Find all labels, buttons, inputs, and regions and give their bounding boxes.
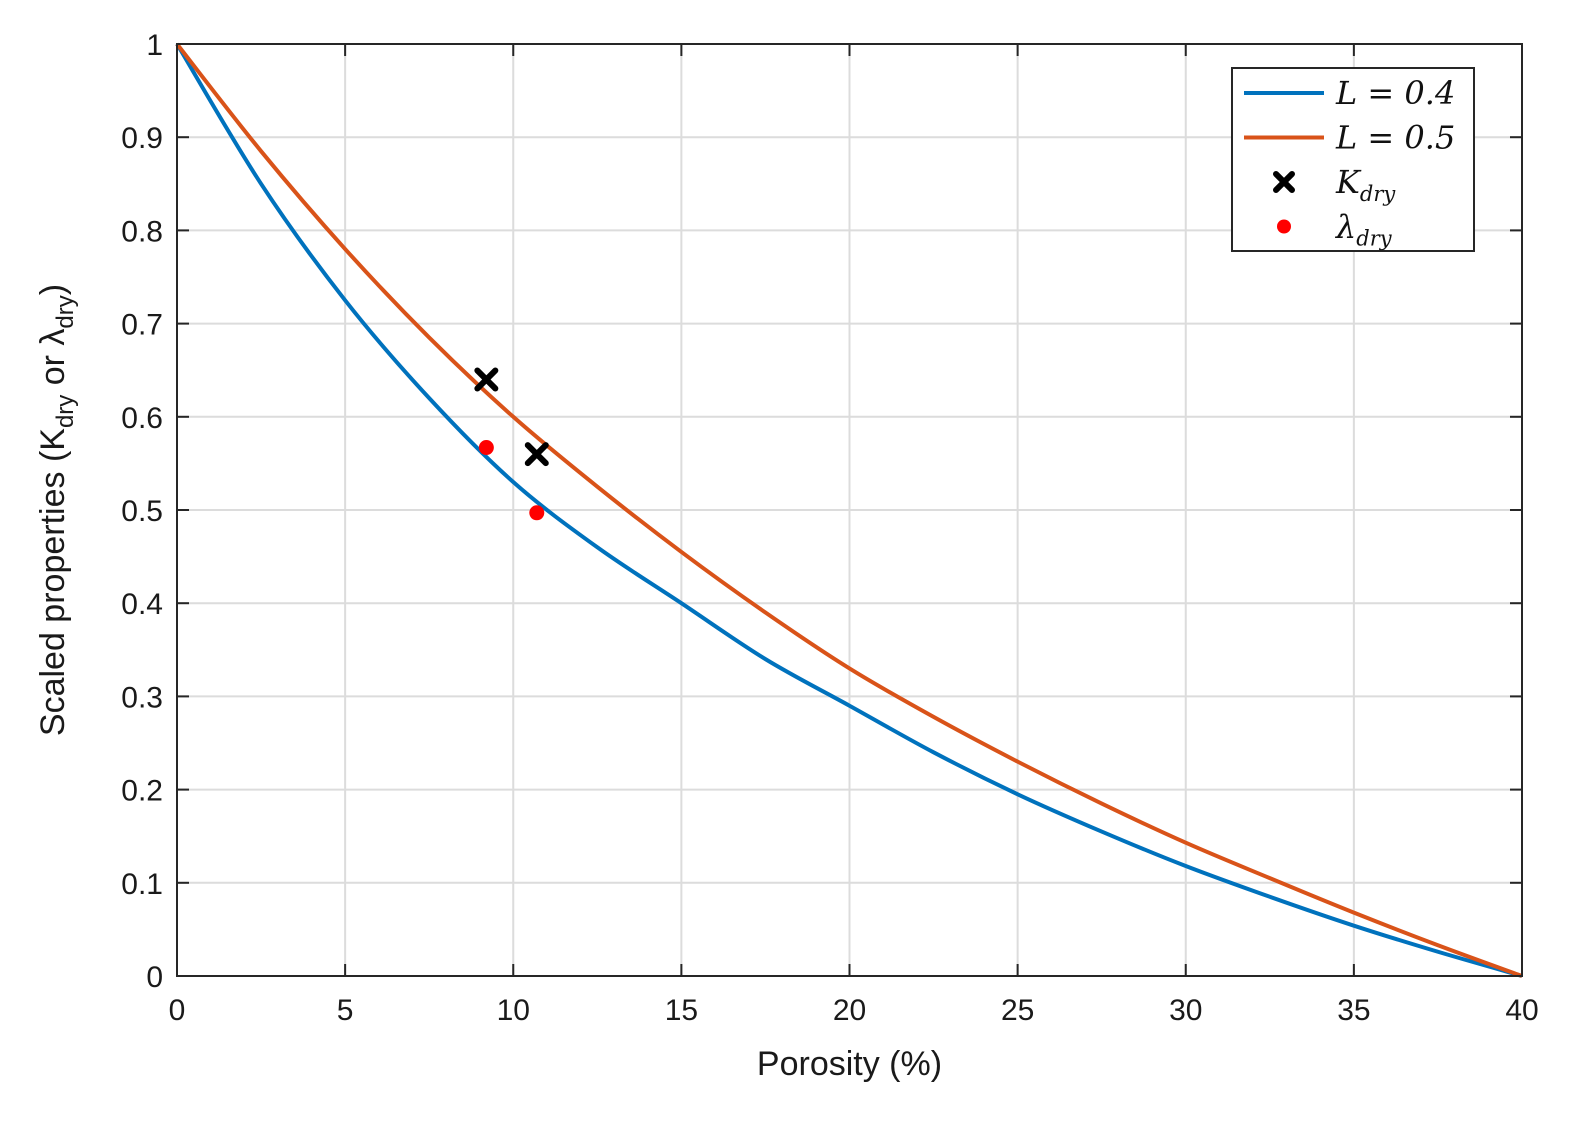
data-point-cross-stroke	[524, 442, 549, 467]
legend-label: λdry	[1334, 208, 1393, 251]
y-tick-label: 0.7	[121, 309, 163, 342]
series-2	[474, 367, 549, 467]
y-tick-label: 0.2	[121, 775, 163, 808]
y-tick-label: 0.4	[121, 588, 163, 621]
x-tick-label: 10	[497, 994, 530, 1027]
x-tick-label: 30	[1169, 994, 1202, 1027]
y-tick-label: 0.6	[121, 402, 163, 435]
legend-entry: Kdry	[1273, 163, 1396, 206]
series-1	[175, 42, 1523, 978]
x-tick-label: 20	[833, 994, 866, 1027]
legend-box	[1231, 67, 1475, 252]
x-tick-label: 15	[665, 994, 698, 1027]
y-tick-label: 0.1	[121, 868, 163, 901]
series-3	[478, 440, 545, 521]
legend-label-sub: dry	[1356, 227, 1392, 251]
y-axis-label: Scaled properties (Kdry or λdry)	[34, 284, 79, 736]
y-tick-label: 0.5	[121, 495, 163, 528]
y-axis-label-mid: or λ	[34, 329, 72, 395]
series-line	[175, 42, 1523, 978]
legend-swatch-cross-stroke	[1273, 171, 1295, 193]
legend-label-main: K	[1335, 163, 1362, 201]
data-point-cross-stroke	[474, 367, 499, 392]
y-axis-label-sub2: dry	[52, 295, 79, 328]
y-tick-label: 0.9	[121, 122, 163, 155]
legend-label: L = 0.4	[1335, 74, 1455, 112]
legend-entry: L = 0.5	[1244, 119, 1455, 157]
legend-label: L = 0.5	[1335, 119, 1455, 157]
y-axis-label-sub1: dry	[52, 395, 79, 428]
x-tick-label: 0	[169, 994, 186, 1027]
series-0	[175, 42, 1523, 978]
data-point-cross	[474, 367, 499, 392]
y-tick-label: 1	[146, 29, 163, 62]
x-tick-label: 25	[1001, 994, 1034, 1027]
series-layer	[175, 42, 1523, 978]
legend-label-main: L = 0.5	[1335, 119, 1455, 157]
x-tick-label: 5	[337, 994, 354, 1027]
legend-label: Kdry	[1335, 163, 1396, 206]
legend-entry: L = 0.4	[1244, 74, 1455, 112]
legend-label-main: λ	[1334, 208, 1356, 246]
series-line	[175, 42, 1523, 978]
legend-label-main: L = 0.4	[1335, 74, 1455, 112]
legend-swatch-dot	[1277, 219, 1291, 234]
axis-ticks: 0 5 10 15 20 25 30 35 40 0 0.1 0.2 0.3 0.4 0.5 0.6 0.7 0.…	[121, 29, 1538, 1027]
legend-swatch-cross	[1273, 171, 1295, 193]
data-point-dot	[478, 440, 494, 456]
legend-label-sub: dry	[1360, 182, 1396, 206]
y-tick-label: 0.8	[121, 215, 163, 248]
x-tick-label: 35	[1337, 994, 1370, 1027]
y-tick-label: 0.3	[121, 681, 163, 714]
x-axis-label: Porosity (%)	[757, 1045, 942, 1083]
data-point-dot	[529, 505, 545, 521]
x-tick-label: 40	[1505, 994, 1538, 1027]
y-axis-label-prefix: Scaled properties (K	[34, 428, 72, 736]
y-axis-label-suffix: )	[34, 284, 72, 295]
y-tick-label: 0	[146, 961, 163, 994]
data-point-cross	[524, 442, 549, 467]
legend-entry: λdry	[1277, 208, 1393, 251]
